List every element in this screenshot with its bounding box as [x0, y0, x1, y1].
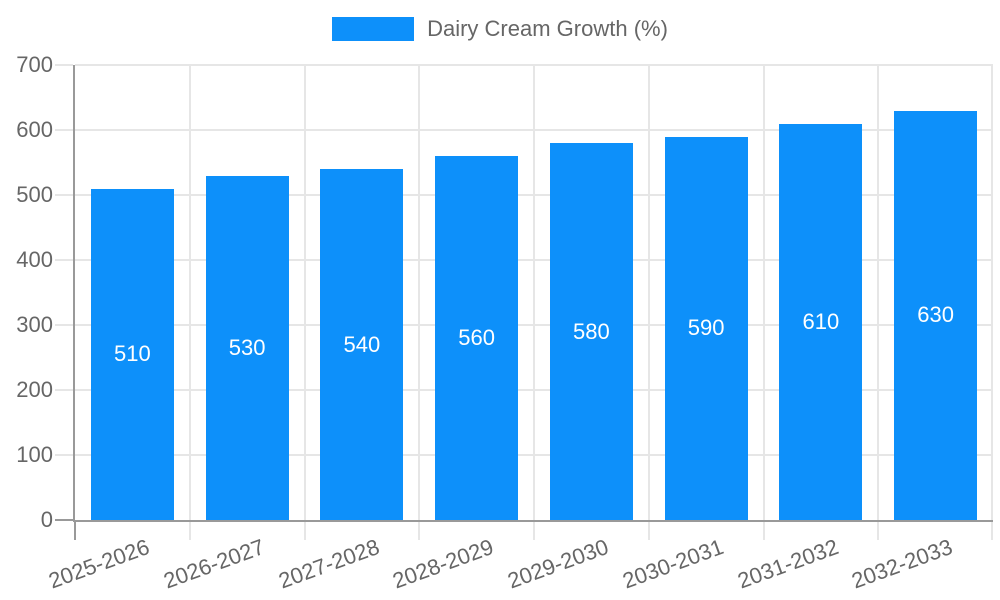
- gridline-vertical: [763, 65, 765, 520]
- x-axis-tick-label: 2032-2033: [848, 534, 957, 594]
- y-axis-tick: [55, 389, 73, 391]
- bar-2031-2032[interactable]: 610: [779, 123, 863, 520]
- x-axis-tick: [877, 522, 879, 540]
- plot-area: 0 100 200 300 400 500 600 700 510 530 540 560 580 590…: [16, 52, 993, 593]
- x-axis-tick-label: 2029-2030: [504, 534, 612, 594]
- bar-value-label: 580: [573, 318, 610, 344]
- bar-2032-2033[interactable]: 630: [894, 110, 978, 520]
- bar-value-label: 590: [687, 315, 725, 341]
- x-axis-tick: [189, 522, 191, 540]
- legend-label: Dairy Cream Growth (%): [427, 16, 668, 41]
- y-axis-tick-label: 0: [40, 507, 53, 532]
- y-axis-tick: [55, 324, 73, 326]
- x-axis-tick-label: 2028-2029: [389, 534, 498, 594]
- bar-value-label: 610: [802, 308, 840, 334]
- bar-2030-2031[interactable]: 590: [664, 136, 748, 520]
- y-axis-tick: [55, 64, 73, 66]
- bar-2025-2026[interactable]: 510: [90, 188, 174, 520]
- legend-swatch: [332, 17, 415, 41]
- gridline-vertical: [533, 65, 535, 520]
- gridline-vertical: [418, 65, 420, 520]
- bar-value-label: 530: [228, 334, 266, 360]
- y-axis-tick-label: 300: [16, 312, 53, 337]
- bar-2026-2027[interactable]: 530: [205, 175, 289, 520]
- y-axis-tick-label: 400: [16, 247, 53, 272]
- bar-value-label: 630: [917, 302, 954, 328]
- x-axis-tick: [418, 522, 420, 540]
- x-axis-tick-label: 2025-2026: [45, 534, 153, 594]
- bar-value-label: 560: [458, 325, 495, 350]
- bar-2027-2028[interactable]: 540: [320, 169, 404, 520]
- y-axis-tick: [55, 519, 73, 521]
- y-axis-tick: [55, 259, 73, 261]
- y-axis-tick: [55, 454, 73, 456]
- x-axis-tick-label: 2031-2032: [734, 534, 842, 594]
- x-axis-tick: [763, 522, 765, 540]
- bar-2028-2029[interactable]: 560: [435, 156, 519, 520]
- bar-value-label: 510: [114, 341, 151, 367]
- x-axis-tick: [304, 522, 306, 540]
- x-axis-tick: [533, 522, 535, 540]
- x-axis-tick: [74, 522, 76, 540]
- legend[interactable]: Dairy Cream Growth (%): [0, 16, 1000, 42]
- x-axis-tick: [991, 522, 993, 540]
- y-axis-tick-label: 600: [16, 117, 53, 142]
- y-axis-tick: [55, 194, 73, 196]
- y-axis-tick-label: 200: [16, 377, 53, 402]
- x-axis-tick-label: 2027-2028: [275, 534, 383, 594]
- gridline-vertical: [991, 65, 993, 520]
- gridline-vertical: [189, 65, 191, 520]
- gridline-vertical: [304, 65, 306, 520]
- gridline-vertical: [877, 65, 879, 520]
- x-axis-tick-label: 2026-2027: [160, 534, 268, 594]
- x-axis-tick: [648, 522, 650, 540]
- y-axis-tick-label: 500: [16, 182, 53, 207]
- x-axis-tick-label: 2030-2031: [619, 534, 727, 594]
- y-axis-tick-label: 700: [16, 52, 53, 77]
- y-axis-tick: [55, 129, 73, 131]
- gridline-vertical: [648, 65, 650, 520]
- bar-2029-2030[interactable]: 580: [549, 143, 633, 520]
- bar-value-label: 540: [343, 331, 381, 357]
- y-axis-tick-label: 100: [16, 442, 53, 467]
